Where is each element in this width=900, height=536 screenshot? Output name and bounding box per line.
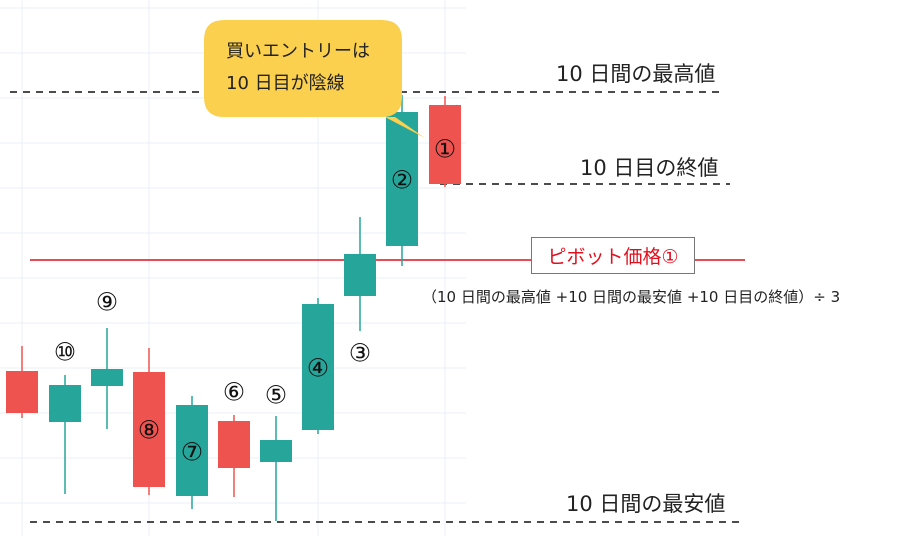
speech-bubble-shape bbox=[204, 20, 425, 138]
pivot-price-label: ピボット価格① bbox=[531, 237, 695, 274]
candle-body bbox=[176, 405, 208, 496]
candle-body bbox=[49, 385, 81, 422]
candle-number-label: ⑤ bbox=[264, 380, 288, 410]
candle bbox=[218, 415, 250, 497]
candle-number-label: ① bbox=[433, 134, 457, 164]
candle-number-label: ⑨ bbox=[95, 287, 119, 317]
candle-number-label: ⑦ bbox=[180, 437, 204, 467]
candle-body bbox=[302, 304, 334, 430]
candle bbox=[302, 298, 334, 434]
candle-number-label: ⑩ bbox=[53, 337, 77, 367]
speech-bubble bbox=[204, 20, 425, 138]
candle bbox=[344, 217, 376, 331]
candle bbox=[133, 348, 165, 495]
candle-number-label: ③ bbox=[348, 338, 372, 368]
candle-body bbox=[429, 105, 461, 184]
label-10day-low: 10 日間の最安値 bbox=[566, 492, 726, 516]
callout-line-1: 買いエントリーは bbox=[226, 41, 370, 62]
candle bbox=[386, 95, 418, 266]
candles bbox=[6, 95, 461, 521]
candle bbox=[6, 346, 38, 418]
label-10day-high: 10 日間の最高値 bbox=[556, 62, 716, 86]
candle bbox=[429, 96, 461, 187]
candle-body bbox=[91, 369, 123, 386]
candle-number-label: ⑥ bbox=[222, 377, 246, 407]
pivot-formula: （10 日間の最高値 +10 日間の最安値 +10 日目の終値）÷ 3 bbox=[422, 288, 841, 306]
candle bbox=[49, 375, 81, 494]
candle-body bbox=[344, 254, 376, 296]
candle-body bbox=[260, 440, 292, 462]
candle-body bbox=[386, 112, 418, 246]
candle bbox=[260, 416, 292, 521]
candle-number-label: ② bbox=[390, 165, 414, 195]
candle-number-label: ④ bbox=[306, 353, 330, 383]
candle bbox=[91, 328, 123, 429]
candle-body bbox=[218, 421, 250, 468]
candle bbox=[176, 396, 208, 509]
candle-body bbox=[6, 371, 38, 413]
candle-body bbox=[133, 372, 165, 487]
candle-number-label: ⑧ bbox=[137, 415, 161, 445]
label-day10-close: 10 日目の終値 bbox=[580, 156, 719, 180]
callout-line-2: 10 日目が陰線 bbox=[226, 73, 345, 94]
